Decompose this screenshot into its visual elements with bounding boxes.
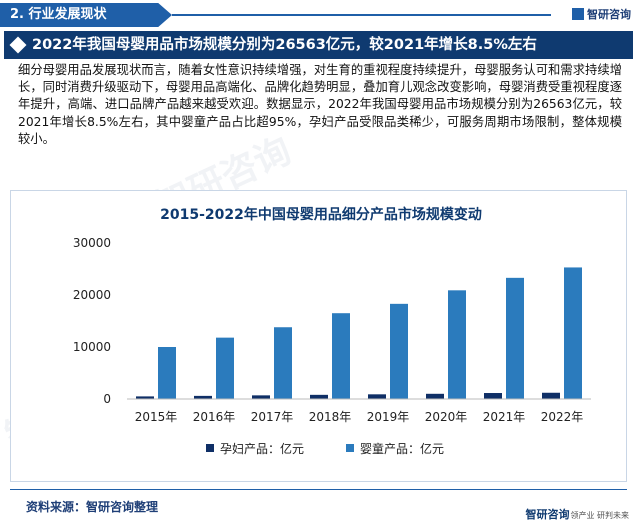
headline-text: 2022年我国母婴用品市场规模分别为26563亿元，较2021年增长8.5%左右 <box>32 37 537 53</box>
x-tick-label: 2016年 <box>193 410 236 424</box>
bar-maternal <box>368 394 386 399</box>
y-tick-label: 10000 <box>73 340 111 354</box>
body-paragraph: 细分母婴用品发展现状而言，随着女性意识持续增强，对生育的重视程度持续提升，母婴服… <box>18 63 622 146</box>
bar-infant <box>448 290 466 399</box>
legend-swatch <box>206 444 214 452</box>
footer-divider <box>10 489 627 490</box>
bar-infant <box>216 337 234 399</box>
section-label: 2. 行业发展现状 <box>0 3 172 27</box>
bar-infant <box>158 347 176 399</box>
bar-infant <box>274 327 292 399</box>
legend-swatch <box>346 444 354 452</box>
chart-container: 2015-2022年中国母婴用品细分产品市场规模变动 0 10000 20000 30… <box>10 190 627 482</box>
top-bar: 2. 行业发展现状 智研咨询 <box>0 0 637 30</box>
bars <box>136 267 582 399</box>
x-axis: 2015年 2016年 2017年 2018年 2019年 2020年 2021年 2022年 <box>127 398 591 424</box>
bar-maternal <box>310 394 328 399</box>
legend: 孕妇产品：亿元 婴童产品：亿元 <box>206 441 444 456</box>
y-tick-label: 30000 <box>73 236 111 250</box>
bar-maternal <box>194 395 212 399</box>
bar-maternal <box>252 395 270 399</box>
bar-infant <box>390 303 408 399</box>
footer-brand-name: 智研咨询 <box>525 508 570 521</box>
source-note: 资料来源：智研咨询整理 <box>26 500 159 514</box>
x-tick-label: 2017年 <box>251 410 294 424</box>
x-tick-label: 2020年 <box>425 410 468 424</box>
legend-label: 孕妇产品：亿元 <box>220 441 304 456</box>
y-tick-label: 20000 <box>73 288 111 302</box>
bar-chart: 2015-2022年中国母婴用品细分产品市场规模变动 0 10000 20000 30… <box>73 206 591 456</box>
bar-maternal <box>542 392 560 399</box>
logo-icon <box>572 8 584 20</box>
bar-infant <box>332 313 350 399</box>
bar-maternal <box>484 393 502 399</box>
x-tick-label: 2022年 <box>541 410 584 424</box>
x-tick-label: 2021年 <box>483 410 526 424</box>
x-tick-label: 2019年 <box>367 410 410 424</box>
brand-logo: 智研咨询 <box>572 6 631 22</box>
bar-infant <box>564 267 582 399</box>
headline-banner: 2022年我国母婴用品市场规模分别为26563亿元，较2021年增长8.5%左右 <box>4 31 633 59</box>
x-tick-label: 2018年 <box>309 410 352 424</box>
diamond-icon <box>9 36 27 54</box>
x-tick-label: 2015年 <box>135 410 178 424</box>
chart-title: 2015-2022年中国母婴用品细分产品市场规模变动 <box>160 206 482 223</box>
bar-maternal <box>426 393 444 399</box>
bar-maternal <box>136 396 154 399</box>
legend-label: 婴童产品：亿元 <box>360 441 444 456</box>
y-tick-label: 0 <box>103 392 111 406</box>
bar-infant <box>506 277 524 399</box>
brand-name: 智研咨询 <box>587 8 631 21</box>
footer-slogan: 领产业 研判未来 <box>570 511 629 520</box>
footer-brand: 智研咨询领产业 研判未来 <box>525 506 629 522</box>
y-axis: 0 10000 20000 30000 <box>73 236 111 406</box>
divider <box>172 14 551 16</box>
